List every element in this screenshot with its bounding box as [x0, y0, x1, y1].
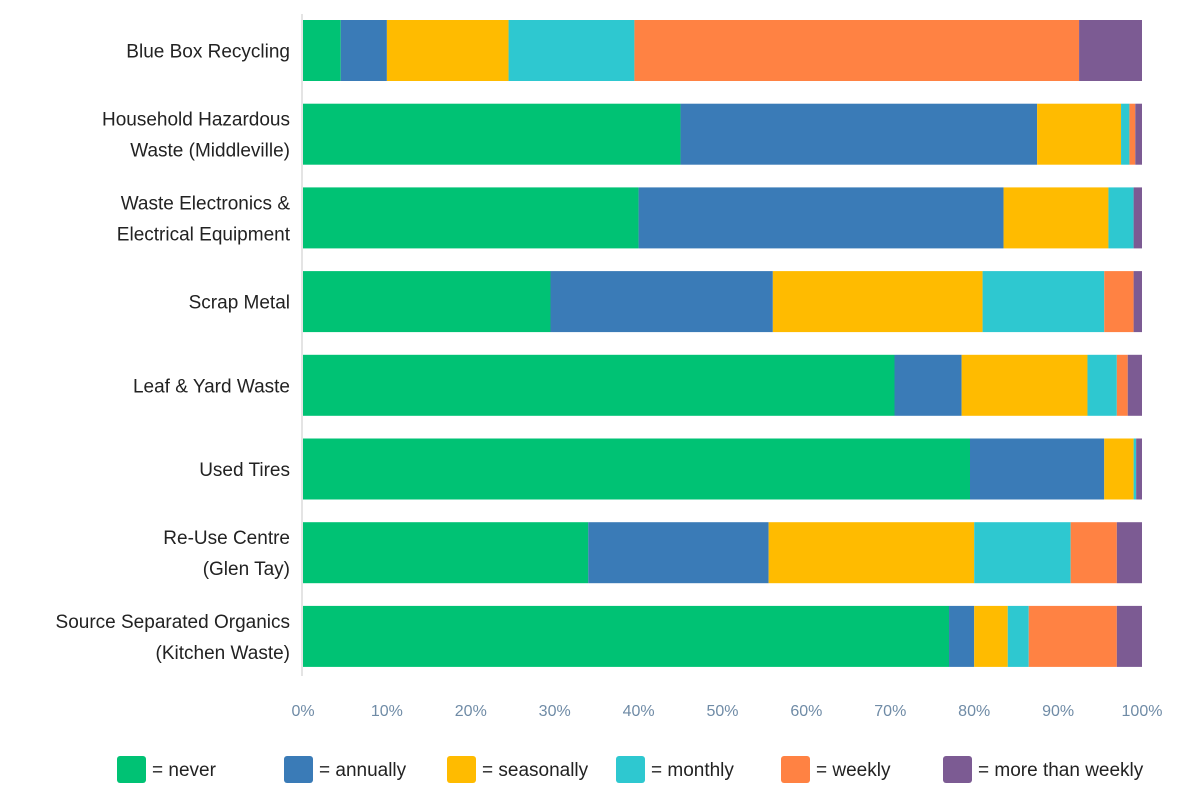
category-label: Waste (Middleville) [130, 141, 290, 162]
bar-segment-monthly-row-6 [1133, 438, 1137, 500]
bar-segment-never-row-1 [303, 20, 341, 81]
x-tick-label: 100% [1122, 703, 1163, 720]
bar-segment-annually-row-5 [894, 354, 962, 416]
x-tick-label: 70% [874, 703, 906, 720]
bar-segment-weekly-row-5 [1116, 354, 1128, 416]
bar-segment-weekly-row-7 [1070, 522, 1117, 584]
legend-label-never: = never [152, 760, 217, 781]
bar-segment-seasonally-row-5 [961, 354, 1088, 416]
bar-segment-annually-row-3 [638, 187, 1004, 249]
category-labels: Blue Box Recycling Household Hazardous Was… [56, 42, 291, 664]
x-tick-label: 40% [623, 703, 655, 720]
category-label: Electrical Equipment [117, 224, 291, 245]
bar-segment-more-than-weekly-row-1 [1079, 20, 1142, 81]
bars-layer [303, 20, 1142, 667]
bar-segment-more-than-weekly-row-8 [1116, 605, 1142, 667]
x-tick-label: 20% [455, 703, 487, 720]
legend-swatch-weekly [781, 756, 810, 783]
bar-segment-annually-row-2 [680, 103, 1038, 165]
legend-label-seasonally: = seasonally [482, 760, 589, 781]
bar-segment-more-than-weekly-row-6 [1136, 438, 1142, 500]
bar-segment-monthly-row-5 [1087, 354, 1117, 416]
bar-segment-annually-row-7 [588, 522, 769, 584]
bar-segment-never-row-4 [303, 271, 551, 333]
bar-segment-seasonally-row-6 [1104, 438, 1134, 500]
x-tick-label: 10% [371, 703, 403, 720]
bar-segment-annually-row-1 [340, 20, 387, 81]
bar-segment-more-than-weekly-row-4 [1133, 271, 1142, 333]
bar-segment-seasonally-row-7 [768, 522, 975, 584]
legend-swatch-annually [284, 756, 313, 783]
bar-segment-monthly-row-3 [1108, 187, 1134, 249]
bar-segment-annually-row-8 [949, 605, 975, 667]
bar-segment-seasonally-row-3 [1003, 187, 1109, 249]
bar-segment-seasonally-row-2 [1037, 103, 1122, 165]
category-label: Blue Box Recycling [126, 42, 290, 63]
bar-segment-weekly-row-4 [1104, 271, 1134, 333]
bar-segment-seasonally-row-1 [386, 20, 509, 81]
category-label: Household Hazardous [102, 110, 290, 131]
x-tick-label: 80% [958, 703, 990, 720]
legend-label-annually: = annually [319, 760, 407, 781]
legend-swatch-never [117, 756, 146, 783]
bar-segment-never-row-2 [303, 103, 681, 165]
bar-segment-monthly-row-2 [1121, 103, 1130, 165]
category-label: Re-Use Centre [163, 528, 290, 549]
bar-segment-monthly-row-1 [508, 20, 635, 81]
bar-segment-monthly-row-4 [982, 271, 1105, 333]
x-tick-label: 0% [291, 703, 314, 720]
bar-segment-never-row-5 [303, 354, 895, 416]
category-label: Used Tires [199, 460, 290, 481]
bar-segment-seasonally-row-8 [974, 605, 1008, 667]
bar-segment-never-row-8 [303, 605, 950, 667]
bar-segment-more-than-weekly-row-3 [1133, 187, 1142, 249]
bar-segment-more-than-weekly-row-5 [1127, 354, 1142, 416]
category-label: (Kitchen Waste) [156, 643, 290, 664]
x-tick-label: 30% [539, 703, 571, 720]
x-tick-label: 90% [1042, 703, 1074, 720]
category-label: Waste Electronics & [121, 193, 291, 214]
bar-segment-annually-row-4 [550, 271, 773, 333]
bar-segment-more-than-weekly-row-7 [1116, 522, 1142, 584]
bar-segment-never-row-7 [303, 522, 589, 584]
category-label: Leaf & Yard Waste [133, 376, 290, 397]
bar-segment-seasonally-row-4 [772, 271, 983, 333]
x-tick-label: 60% [790, 703, 822, 720]
x-tick-labels: 0% 10% 20% 30% 40% 50% 60% 70% 80% 90% 100% [291, 703, 1162, 720]
legend: = never = annually = seasonally = monthly = … [117, 756, 1144, 783]
category-label: Source Separated Organics [56, 612, 290, 633]
legend-label-more-than-weekly: = more than weekly [978, 760, 1144, 781]
category-label: Scrap Metal [189, 293, 290, 314]
bar-segment-never-row-6 [303, 438, 970, 500]
category-label: (Glen Tay) [203, 559, 290, 580]
legend-swatch-more-than-weekly [943, 756, 972, 783]
legend-label-monthly: = monthly [651, 760, 734, 781]
x-tick-label: 50% [706, 703, 738, 720]
bar-segment-weekly-row-1 [634, 20, 1080, 81]
legend-swatch-monthly [616, 756, 645, 783]
bar-segment-weekly-row-8 [1028, 605, 1117, 667]
bar-segment-more-than-weekly-row-2 [1135, 103, 1142, 165]
legend-label-weekly: = weekly [816, 760, 891, 781]
bar-segment-monthly-row-7 [974, 522, 1071, 584]
legend-swatch-seasonally [447, 756, 476, 783]
bar-segment-annually-row-6 [970, 438, 1105, 500]
bar-segment-weekly-row-2 [1129, 103, 1136, 165]
bar-segment-never-row-3 [303, 187, 639, 249]
bar-segment-monthly-row-8 [1007, 605, 1029, 667]
